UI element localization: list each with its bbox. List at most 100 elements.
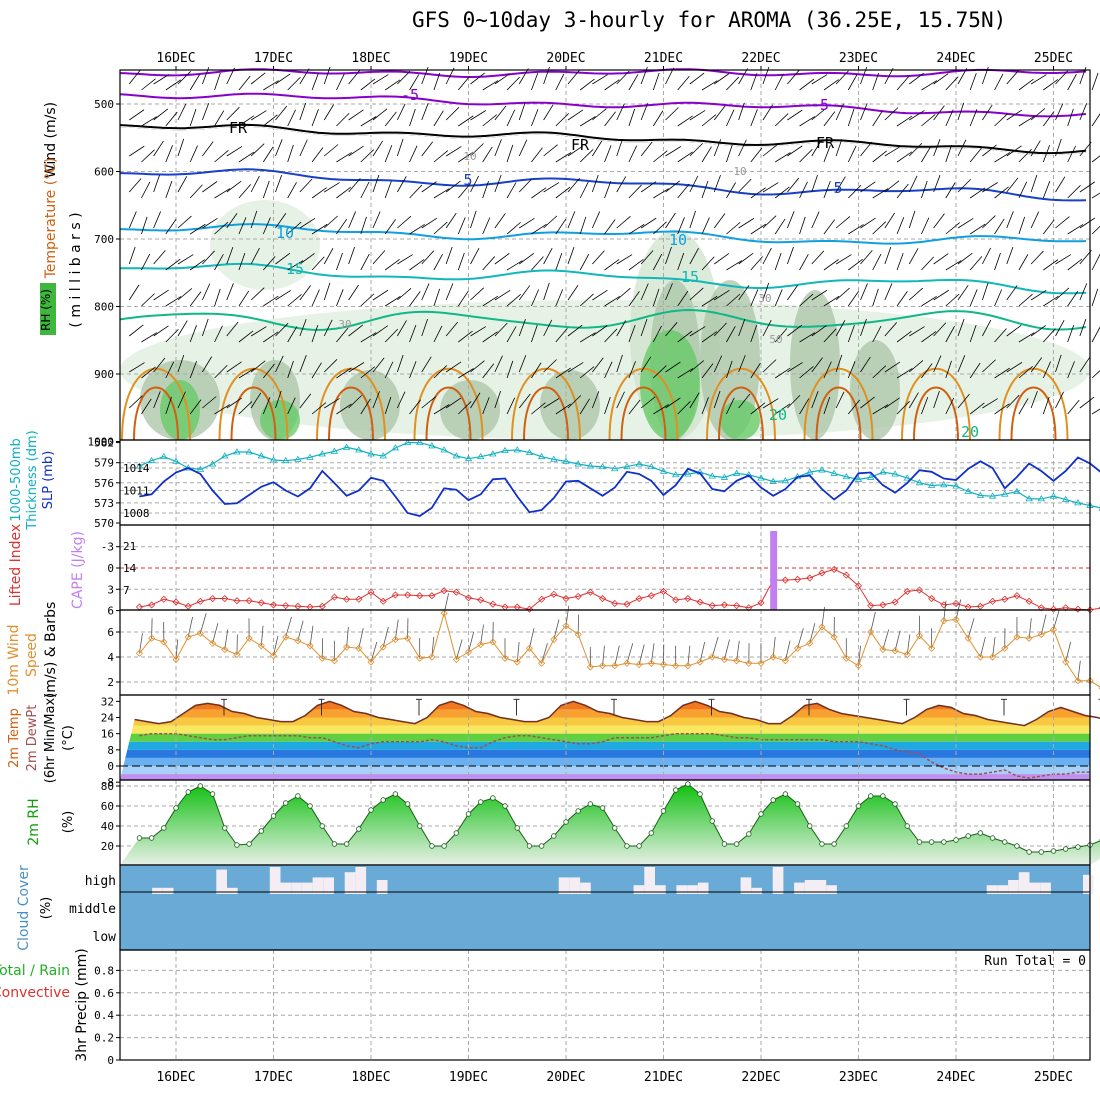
wind-barb <box>724 639 730 660</box>
wind-speed-point <box>379 643 387 651</box>
rh-point <box>624 843 630 849</box>
wind-barb <box>141 116 157 127</box>
wind-barb <box>823 328 837 343</box>
wind-barb <box>153 108 169 121</box>
thickness-point <box>635 460 643 467</box>
wind-barb <box>433 188 450 199</box>
wind-barb <box>762 104 774 121</box>
wind-barb <box>409 223 425 235</box>
wind-barb <box>677 151 693 163</box>
wind-barb <box>616 138 623 157</box>
wind-barb <box>969 289 978 307</box>
wind-barb <box>1067 108 1074 127</box>
wind-barb <box>579 149 594 163</box>
wind-barb <box>677 115 693 127</box>
wind-barb <box>506 109 516 127</box>
wind-barb <box>750 362 761 379</box>
wind-barb <box>555 289 564 307</box>
wind-barb <box>689 360 705 373</box>
wind-speed-point <box>915 632 924 640</box>
wind-barb <box>835 216 851 229</box>
wind-barb <box>1018 216 1026 235</box>
wind-barb <box>518 178 532 193</box>
wind-barb <box>604 361 613 379</box>
wind-barb <box>214 364 228 379</box>
wind-barb <box>470 392 481 409</box>
wind-barb <box>628 108 636 127</box>
wind-barb <box>579 181 589 199</box>
wind-barb <box>823 111 836 127</box>
cloud-high-bar <box>152 887 163 894</box>
wind-barb <box>823 145 831 163</box>
axis-label-barbs: (m/s) & Barbs <box>43 602 59 699</box>
wind-barb <box>372 74 389 85</box>
wind-barb <box>933 213 945 229</box>
wind-barb <box>1067 145 1077 163</box>
wind-barb <box>677 183 690 199</box>
wind-barb <box>982 319 992 337</box>
wind-barb <box>896 217 905 235</box>
cloud-high-bar <box>269 867 281 894</box>
wind-barb <box>494 253 510 265</box>
thickness-point <box>842 472 851 480</box>
wind-barb <box>541 643 548 664</box>
wind-barb <box>445 246 453 265</box>
grid <box>120 950 1090 1060</box>
wind-barb <box>224 629 229 650</box>
wind-barb <box>287 260 304 271</box>
cloud-high-bar <box>986 885 998 894</box>
wind-speed-point <box>160 638 168 646</box>
thickness-point <box>659 467 668 474</box>
axis-label-minmax: (6hr Min/Max) <box>43 693 58 783</box>
wind-barb <box>579 116 596 127</box>
cloud-high-bar <box>633 885 645 894</box>
temp-line <box>134 700 1100 727</box>
wind-speed-point <box>733 657 741 665</box>
wind-barb <box>848 224 864 235</box>
wind-barb <box>799 254 809 271</box>
wind-barb <box>616 391 625 409</box>
rh-point <box>368 807 374 813</box>
wind-barb <box>592 250 605 265</box>
wind-barb <box>982 104 993 121</box>
rh-point <box>587 801 594 807</box>
date-label-top: 19DEC <box>449 51 488 66</box>
wind-barb <box>811 108 826 121</box>
thickness-point <box>757 474 765 481</box>
rh-point <box>1026 849 1032 855</box>
wind-barb <box>202 356 213 373</box>
wind-barb <box>275 252 291 265</box>
wind-barb <box>774 252 782 271</box>
lifted-index-point <box>538 595 546 603</box>
wind-barb <box>726 222 741 235</box>
wind-barb <box>762 319 772 337</box>
wind-barb <box>177 138 185 157</box>
wind-barb <box>860 141 873 157</box>
wind-barb <box>323 359 338 373</box>
wind-barb <box>409 108 416 127</box>
wind-barb <box>921 180 928 199</box>
lifted-index-point <box>221 594 229 603</box>
wind-barb <box>665 397 681 409</box>
wind-barb <box>273 635 279 656</box>
wind-barb <box>797 628 804 649</box>
wind-barb <box>212 623 219 644</box>
wind-barb <box>458 115 474 127</box>
wind-barb <box>640 250 654 265</box>
lifted-index-point <box>830 565 838 573</box>
wind-barb <box>969 187 986 199</box>
wind-barb <box>214 288 221 307</box>
wind-barb <box>787 211 795 229</box>
wind-speed-point <box>1049 625 1058 634</box>
wind-barb <box>713 105 726 121</box>
wind-barb <box>433 365 448 379</box>
wind-barb <box>823 259 839 271</box>
wind-barb <box>263 331 279 343</box>
date-label-bottom: 25DEC <box>1034 1070 1073 1085</box>
wind-barb <box>397 391 406 409</box>
rh-point <box>709 818 715 824</box>
wind-barb <box>738 139 747 157</box>
wind-barb <box>1006 285 1018 301</box>
wind-barb <box>226 321 239 337</box>
wind-barb <box>141 332 157 343</box>
